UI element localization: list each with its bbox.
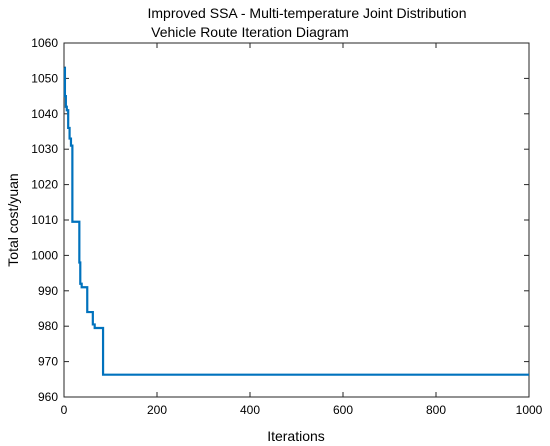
x-tick-label: 400 <box>240 403 260 417</box>
y-axis-label: Total cost/yuan <box>5 173 21 266</box>
y-tick-label: 980 <box>38 319 58 333</box>
x-tick-label: 1000 <box>516 403 543 417</box>
y-tick-label: 1010 <box>31 213 58 227</box>
x-axis-label: Iterations <box>267 428 325 444</box>
x-axis: 0 200 400 600 800 1000 <box>61 43 543 417</box>
x-tick-label: 0 <box>61 403 68 417</box>
y-tick-label: 1030 <box>31 142 58 156</box>
y-tick-label: 1050 <box>31 71 58 85</box>
y-tick-label: 960 <box>38 390 58 404</box>
y-tick-label: 970 <box>38 355 58 369</box>
y-tick-label: 990 <box>38 284 58 298</box>
x-tick-label: 600 <box>333 403 353 417</box>
y-tick-label: 1000 <box>31 248 58 262</box>
x-tick-label: 800 <box>426 403 446 417</box>
plot-area <box>63 42 530 398</box>
series-line-total-cost <box>63 66 529 376</box>
x-tick-label: 200 <box>147 403 167 417</box>
y-tick-label: 1060 <box>31 36 58 50</box>
y-axis: 960 970 980 990 1000 1010 1020 1030 1040 1050 1060 <box>31 36 529 404</box>
chart-title-line-1: Improved SSA - Multi-temperature Joint D… <box>147 5 466 21</box>
chart-title-line-2: Vehicle Route Iteration Diagram <box>151 24 349 40</box>
y-tick-label: 1040 <box>31 107 58 121</box>
y-tick-label: 1020 <box>31 178 58 192</box>
